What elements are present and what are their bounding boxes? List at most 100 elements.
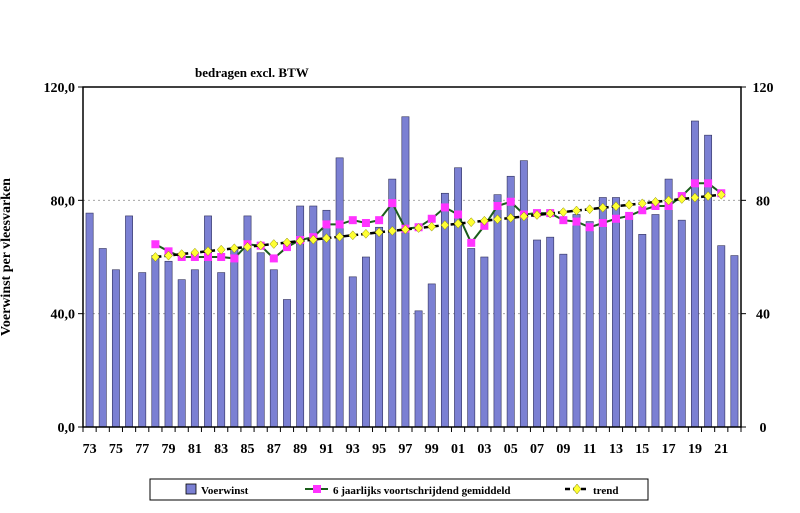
- bar-02: [467, 248, 476, 428]
- trend-point-16: [651, 197, 660, 207]
- trend-point-97: [401, 224, 410, 235]
- right-tick-label: 80: [756, 194, 770, 209]
- bar-06: [519, 160, 528, 428]
- trend-point-11: [585, 204, 595, 215]
- average-point-95: [375, 216, 384, 225]
- bar-75: [111, 269, 120, 428]
- bar-79: [164, 260, 173, 428]
- average-point-83: [217, 253, 226, 261]
- trend-point-98: [414, 223, 423, 233]
- average-point-01: [454, 210, 463, 219]
- trend-point-07: [532, 210, 542, 220]
- right-tick-label: 40: [756, 308, 770, 323]
- trend-point-21: [716, 189, 726, 200]
- trend-point-20: [703, 191, 713, 201]
- trend-point-96: [387, 226, 397, 236]
- average-point-99: [427, 214, 436, 223]
- trend-point-19: [690, 192, 700, 203]
- average-point-14: [625, 211, 634, 220]
- trend-point-13: [611, 201, 621, 212]
- trend-point-82: [203, 246, 213, 257]
- trend-point-88: [282, 237, 292, 248]
- bar-73: [85, 212, 94, 428]
- x-tick-label-91: 91: [319, 442, 333, 457]
- trend-point-05: [506, 213, 516, 223]
- right-tick-label: 120: [753, 81, 774, 96]
- trend-point-18: [677, 194, 687, 204]
- average-point-87: [269, 254, 278, 263]
- bar-14: [625, 218, 634, 428]
- bar-94: [362, 256, 370, 428]
- legend: Voerwinst 6 jaarlijks voortschrijdend ge…: [149, 478, 649, 501]
- x-tick-label-17: 17: [662, 442, 676, 457]
- bar-74: [98, 248, 107, 428]
- average-point-05: [506, 197, 515, 206]
- x-tick-label-07: 07: [530, 442, 544, 457]
- bar-98: [414, 310, 423, 428]
- left-y-axis: 0,0 40,0 80,0 120,0: [44, 81, 83, 436]
- bar-08: [546, 236, 555, 428]
- average-point-03: [480, 221, 489, 230]
- left-tick-label: 40,0: [51, 308, 76, 323]
- trend-point-83: [216, 244, 226, 255]
- left-tick-label: 0,0: [58, 421, 76, 436]
- right-y-axis: 0 40 80 120: [741, 81, 774, 436]
- bar-09: [559, 253, 568, 428]
- bar-86: [256, 252, 265, 428]
- trend-point-08: [545, 208, 555, 219]
- x-tick-label-83: 83: [214, 442, 228, 457]
- average-point-15: [638, 206, 647, 215]
- bar-99: [427, 283, 436, 428]
- trend-point-99: [427, 221, 437, 232]
- trend-point-06: [519, 211, 529, 222]
- x-tick-label-09: 09: [556, 442, 570, 457]
- legend-box: [149, 478, 649, 501]
- trend-series: [151, 189, 726, 262]
- x-tick-label-85: 85: [241, 442, 255, 457]
- bar-20: [704, 134, 713, 428]
- trend-point-12: [598, 202, 608, 213]
- x-tick-label-81: 81: [188, 442, 202, 457]
- average-point-20: [704, 179, 713, 188]
- trend-point-84: [229, 243, 239, 254]
- chart-subtitle: bedragen excl. BTW: [195, 65, 309, 80]
- average-point-84: [230, 254, 239, 263]
- bar-16: [651, 214, 660, 428]
- average-point-19: [690, 179, 699, 188]
- trend-point-85: [243, 242, 252, 252]
- trend-point-86: [256, 240, 266, 251]
- average-point-91: [322, 220, 331, 229]
- average-point-13: [611, 214, 620, 223]
- bar-81: [190, 269, 199, 428]
- legend-trend-marker: [572, 483, 582, 495]
- trend-point-03: [480, 215, 489, 226]
- average-point-82: [204, 253, 213, 261]
- bar-19: [691, 120, 699, 428]
- bar-76: [125, 215, 133, 428]
- y-axis-label: Voerwinst per vleesvarken: [0, 178, 14, 336]
- x-tick-label-03: 03: [477, 442, 491, 457]
- average-point-04: [493, 202, 502, 210]
- trend-point-89: [295, 236, 305, 246]
- bar-95: [375, 226, 384, 428]
- bar-15: [638, 234, 647, 428]
- trend-point-78: [151, 252, 160, 262]
- average-point-94: [361, 219, 370, 227]
- trend-point-92: [335, 231, 344, 242]
- bar-96: [388, 178, 397, 428]
- bar-21: [717, 245, 726, 428]
- x-tick-label-01: 01: [451, 442, 465, 457]
- bar-01: [454, 167, 462, 428]
- x-tick-label-73: 73: [83, 442, 97, 457]
- average-point-02: [467, 238, 476, 247]
- average-point-10: [572, 217, 581, 226]
- average-point-96: [388, 199, 397, 208]
- average-point-17: [664, 202, 673, 210]
- bar-80: [177, 279, 186, 428]
- x-tick-label-89: 89: [293, 442, 307, 457]
- x-tick-label-97: 97: [398, 442, 412, 457]
- x-tick-label-11: 11: [583, 442, 596, 457]
- legend-bar-swatch: [185, 483, 197, 495]
- x-tick-label-21: 21: [714, 442, 728, 457]
